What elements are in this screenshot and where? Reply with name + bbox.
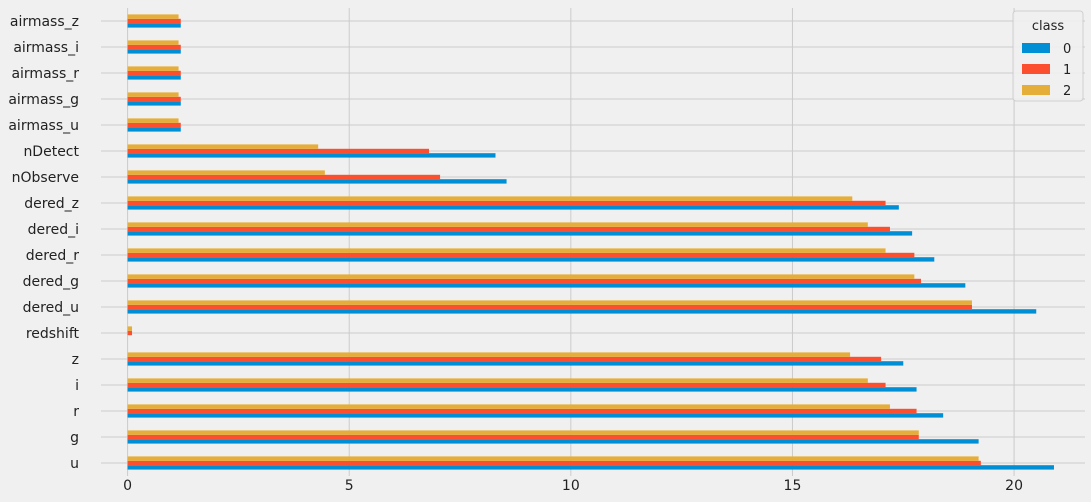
bar-nDetect-class-0: [127, 153, 496, 158]
y-tick-label: nObserve: [12, 170, 79, 186]
y-tick-label: z: [72, 352, 79, 368]
bar-dered_r-class-1: [127, 252, 915, 258]
bar-g-class-2: [127, 430, 919, 435]
bar-dered_z-class-1: [127, 200, 886, 206]
bar-airmass_z-class-0: [127, 23, 181, 28]
bar-dered_i-class-2: [127, 222, 868, 227]
bar-airmass_z-class-2: [127, 14, 179, 19]
legend: class 0 1 2: [1012, 10, 1084, 102]
legend-box: [1012, 10, 1084, 102]
y-tick-label: i: [75, 378, 79, 394]
bar-dered_u-class-1: [127, 304, 972, 310]
bar-i-class-2: [127, 378, 868, 383]
legend-swatch-0: [1022, 43, 1050, 53]
legend-swatch-1: [1022, 64, 1050, 74]
legend-title: class: [1032, 19, 1064, 34]
y-tick-label: dered_g: [23, 274, 79, 290]
bar-i-class-1: [127, 382, 886, 388]
x-tick-label: 20: [1005, 478, 1023, 494]
x-tick-label: 5: [345, 478, 354, 494]
bar-u-class-1: [127, 460, 981, 466]
bar-airmass_u-class-0: [127, 127, 181, 132]
legend-label-1: 1: [1063, 63, 1071, 78]
y-tick-label: airmass_g: [8, 92, 79, 108]
bar-airmass_i-class-1: [127, 44, 181, 50]
bar-dered_u-class-2: [127, 300, 972, 305]
bar-nObserve-class-0: [127, 179, 507, 184]
bar-r-class-1: [127, 408, 917, 414]
bar-g-class-0: [127, 439, 979, 444]
bar-dered_g-class-1: [127, 278, 921, 284]
bar-nObserve-class-2: [127, 170, 325, 175]
y-tick-label: airmass_z: [10, 14, 79, 30]
y-tick-label: redshift: [26, 326, 80, 342]
bar-nDetect-class-1: [127, 148, 429, 154]
bar-airmass_r-class-2: [127, 66, 179, 71]
bar-redshift-class-2: [127, 326, 133, 331]
bar-nObserve-class-1: [127, 174, 441, 180]
y-tick-label: airmass_r: [11, 66, 79, 82]
bar-dered_z-class-0: [127, 205, 899, 210]
bar-z-class-0: [127, 361, 904, 366]
bar-airmass_z-class-1: [127, 18, 181, 24]
bar-r-class-0: [127, 413, 944, 418]
bar-i-class-0: [127, 387, 917, 392]
x-tick-label: 10: [562, 478, 580, 494]
bar-dered_i-class-0: [127, 231, 913, 236]
bar-u-class-0: [127, 465, 1054, 470]
bar-redshift-class-1: [127, 330, 133, 336]
bar-nDetect-class-2: [127, 144, 319, 149]
y-tick-label: dered_r: [26, 248, 79, 264]
bar-g-class-1: [127, 434, 919, 440]
bar-airmass_g-class-0: [127, 101, 181, 106]
y-tick-label: g: [70, 430, 79, 446]
bars: [127, 14, 1054, 470]
bar-airmass_i-class-2: [127, 40, 179, 45]
bar-dered_i-class-1: [127, 226, 890, 232]
bar-dered_r-class-0: [127, 257, 935, 262]
x-tick-label: 15: [784, 478, 802, 494]
bar-u-class-2: [127, 456, 979, 461]
legend-label-2: 2: [1063, 84, 1071, 99]
bar-airmass_g-class-1: [127, 96, 181, 102]
y-tick-label: nDetect: [23, 144, 79, 160]
y-tick-label: dered_z: [24, 196, 79, 212]
bar-dered_r-class-2: [127, 248, 886, 253]
x-tick-label: 0: [123, 478, 132, 494]
bar-z-class-2: [127, 352, 851, 357]
bar-dered_z-class-2: [127, 196, 853, 201]
bar-airmass_i-class-0: [127, 49, 181, 54]
bar-dered_g-class-2: [127, 274, 915, 279]
y-tick-label: airmass_u: [8, 118, 79, 134]
y-tick-label: dered_u: [23, 300, 79, 316]
bar-airmass_r-class-1: [127, 70, 181, 76]
bar-airmass_g-class-2: [127, 92, 179, 97]
bar-airmass_u-class-2: [127, 118, 179, 123]
y-tick-label: r: [73, 404, 79, 420]
bar-airmass_r-class-0: [127, 75, 181, 80]
legend-label-0: 0: [1063, 42, 1071, 57]
y-tick-label: dered_i: [28, 222, 79, 238]
bar-dered_u-class-0: [127, 309, 1037, 314]
bar-r-class-2: [127, 404, 890, 409]
bar-z-class-1: [127, 356, 882, 362]
x-tick-labels: 0 5 10 15 20: [123, 478, 1023, 494]
y-tick-label: u: [70, 456, 79, 472]
bar-airmass_u-class-1: [127, 122, 181, 128]
y-tick-label: airmass_i: [13, 40, 79, 56]
legend-swatch-2: [1022, 85, 1050, 95]
bar-dered_g-class-0: [127, 283, 966, 288]
